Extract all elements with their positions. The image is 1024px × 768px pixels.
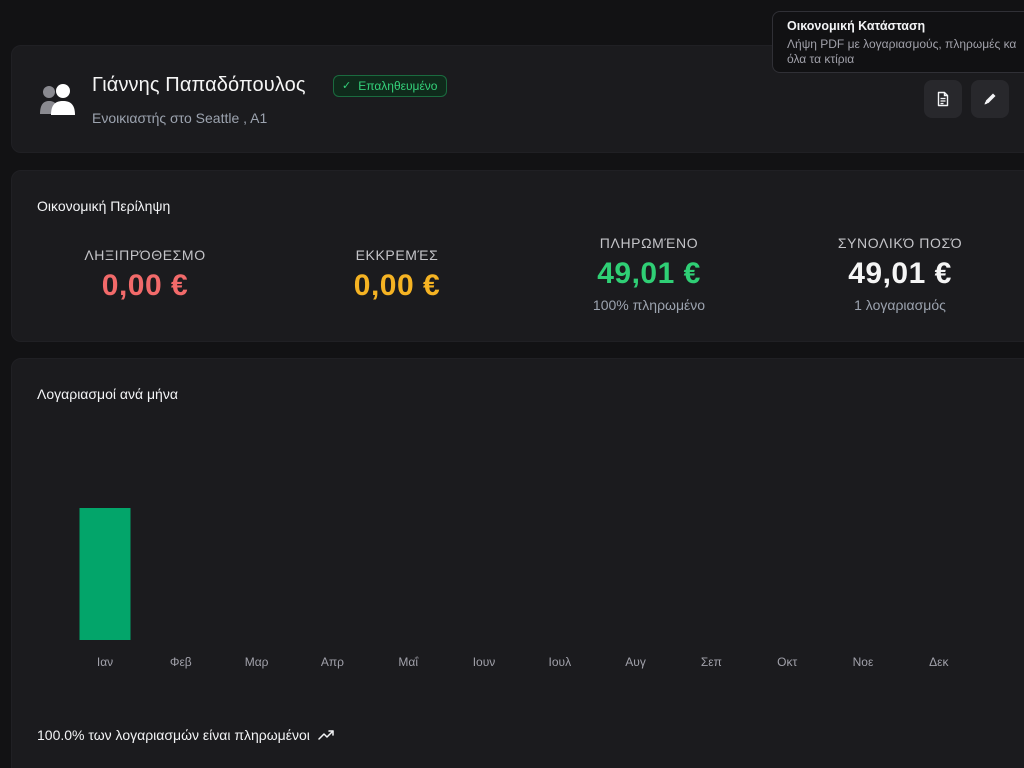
pending-value: 0,00 € <box>353 269 441 302</box>
paid-bills-note: 100.0% των λογαριασμών είναι πληρωμένοι <box>37 727 334 743</box>
x-tick-label: Μαΐ <box>398 655 419 669</box>
pencil-icon <box>984 93 996 105</box>
x-tick-label: Μαρ <box>245 655 269 669</box>
paid-label: ΠΛΗΡΩΜΈΝΟ <box>599 235 699 251</box>
x-tick-label: Φεβ <box>170 655 192 669</box>
download-pdf-button[interactable] <box>924 80 962 118</box>
stat-paid: ΠΛΗΡΩΜΈΝΟ 49,01 € 100% πληρωμένο <box>539 235 759 313</box>
paid-value: 49,01 € <box>597 257 701 290</box>
edit-tenant-button[interactable] <box>971 80 1009 118</box>
tenant-name: Γιάννης Παπαδόπουλος <box>92 74 306 96</box>
paid-bills-note-text: 100.0% των λογαριασμών είναι πληρωμένοι <box>37 727 310 743</box>
document-icon <box>937 91 949 107</box>
x-tick-label: Οκτ <box>777 655 797 669</box>
verified-badge: ✓ Επαληθευμένο <box>333 75 448 97</box>
chart-title: Λογαριασμοί ανά μήνα <box>37 386 178 402</box>
bills-per-month-card: Λογαριασμοί ανά μήνα Ιαν Φεβ Μαρ Απρ Μαΐ Ιουν… <box>11 358 1024 768</box>
verified-badge-label: Επαληθευμένο <box>358 79 438 93</box>
x-tick-label: Απρ <box>321 655 344 669</box>
tooltip-text: Λήψη PDF με λογαριασμούς, πληρωμές κα όλ… <box>787 37 1017 66</box>
bills-bar-chart: Ιαν Φεβ Μαρ Απρ Μαΐ Ιουν Ιουλ Αυγ Σεπ Οκτ Νοε Δεκ <box>79 508 949 669</box>
financial-status-tooltip: Οικονομική Κατάσταση Λήψη PDF με λογαρια… <box>772 11 1024 73</box>
stat-pending: ΕΚΚΡΕΜΈΣ 0,00 € <box>287 247 507 303</box>
stat-total: ΣΥΝΟΛΙΚΌ ΠΟΣΌ 49,01 € 1 λογαριασμός <box>790 235 1010 313</box>
pending-label: ΕΚΚΡΕΜΈΣ <box>355 247 439 263</box>
x-tick-label: Νοε <box>853 655 874 669</box>
overdue-label: ΛΗΞΙΠΡΌΘΕΣΜΟ <box>84 247 206 263</box>
x-tick-label: Ιουν <box>473 655 496 669</box>
x-tick-label: Ιαν <box>97 655 113 669</box>
users-icon <box>39 82 79 118</box>
x-tick-label: Δεκ <box>929 655 949 669</box>
tenant-subtitle: Ενοικιαστής στο Seattle , A1 <box>92 110 268 126</box>
trending-up-icon <box>318 730 334 740</box>
total-value: 49,01 € <box>848 257 952 290</box>
summary-title: Οικονομική Περίληψη <box>37 198 171 214</box>
total-label: ΣΥΝΟΛΙΚΌ ΠΟΣΌ <box>837 235 963 251</box>
stat-overdue: ΛΗΞΙΠΡΌΘΕΣΜΟ 0,00 € <box>35 247 255 303</box>
tooltip-title: Οικονομική Κατάσταση <box>787 19 926 33</box>
paid-percentage: 100% πληρωμένο <box>592 297 706 313</box>
total-bill-count: 1 λογαριασμός <box>854 297 946 313</box>
x-tick-label: Αυγ <box>625 655 646 669</box>
overdue-value: 0,00 € <box>101 269 189 302</box>
financial-summary-card: Οικονομική Περίληψη ΛΗΞΙΠΡΌΘΕΣΜΟ 0,00 € … <box>11 170 1024 342</box>
x-tick-label: Ιουλ <box>549 655 572 669</box>
x-tick-label: Σεπ <box>701 655 722 669</box>
check-icon: ✓ <box>342 79 352 92</box>
bar-1[interactable] <box>79 508 131 640</box>
